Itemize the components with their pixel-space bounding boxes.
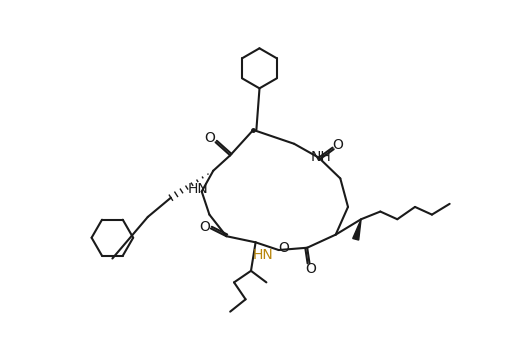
Text: O: O <box>332 138 343 151</box>
Text: NH: NH <box>311 150 332 164</box>
Polygon shape <box>353 219 361 240</box>
Text: O: O <box>279 241 289 255</box>
Text: O: O <box>305 261 316 276</box>
Text: O: O <box>199 220 210 234</box>
Text: HN: HN <box>253 248 274 262</box>
Text: HN: HN <box>188 182 208 196</box>
Text: O: O <box>204 131 215 145</box>
